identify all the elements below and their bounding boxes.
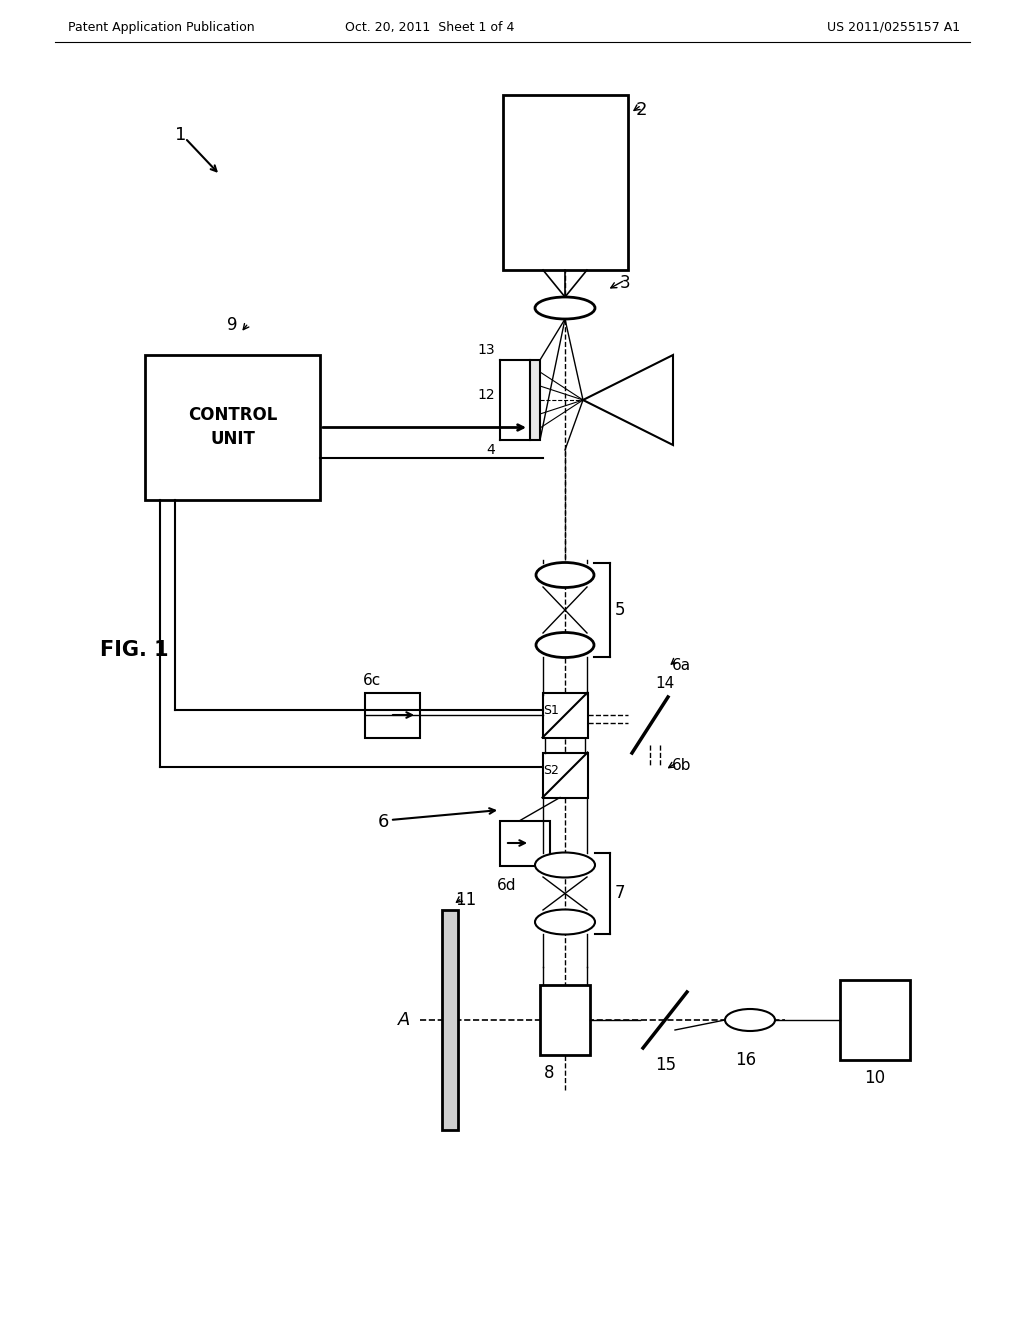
Text: 11: 11 (455, 891, 476, 909)
Bar (530, 360, 540, 440)
Ellipse shape (725, 1008, 775, 1031)
Ellipse shape (536, 562, 594, 587)
Text: 4: 4 (486, 444, 495, 457)
Bar (543, 693, 588, 738)
Text: S2: S2 (544, 763, 559, 776)
Text: 7: 7 (615, 884, 626, 903)
Text: 2: 2 (636, 102, 647, 119)
Text: 6a: 6a (672, 657, 691, 672)
Ellipse shape (536, 632, 594, 657)
Text: 15: 15 (655, 1056, 676, 1074)
Text: UNIT: UNIT (210, 430, 255, 449)
Text: 3: 3 (620, 275, 631, 292)
Text: 16: 16 (735, 1051, 756, 1069)
Text: 12: 12 (477, 388, 495, 403)
Text: A: A (397, 1011, 410, 1030)
Text: 6d: 6d (497, 878, 516, 894)
Bar (500, 821, 550, 866)
Bar (540, 985, 590, 1055)
Text: Patent Application Publication: Patent Application Publication (68, 21, 255, 33)
Text: S1: S1 (544, 704, 559, 717)
Bar (840, 979, 910, 1060)
Text: CONTROL: CONTROL (187, 407, 278, 425)
Ellipse shape (535, 853, 595, 878)
Bar (442, 909, 458, 1130)
Bar (503, 95, 628, 271)
Text: Oct. 20, 2011  Sheet 1 of 4: Oct. 20, 2011 Sheet 1 of 4 (345, 21, 515, 33)
Text: 13: 13 (477, 343, 495, 356)
Text: 1: 1 (175, 125, 186, 144)
Text: 6b: 6b (672, 758, 691, 772)
Polygon shape (583, 355, 673, 445)
Bar (145, 355, 319, 500)
Text: US 2011/0255157 A1: US 2011/0255157 A1 (826, 21, 961, 33)
Ellipse shape (535, 909, 595, 935)
Bar (365, 693, 420, 738)
Text: 6: 6 (378, 813, 389, 832)
Text: 14: 14 (655, 676, 674, 690)
Text: 10: 10 (864, 1069, 886, 1086)
Ellipse shape (535, 297, 595, 319)
Text: 5: 5 (615, 601, 626, 619)
Text: 9: 9 (227, 315, 238, 334)
Bar (543, 752, 588, 797)
Text: FIG. 1: FIG. 1 (100, 640, 169, 660)
Text: 8: 8 (544, 1064, 555, 1082)
Text: 6c: 6c (362, 673, 381, 688)
